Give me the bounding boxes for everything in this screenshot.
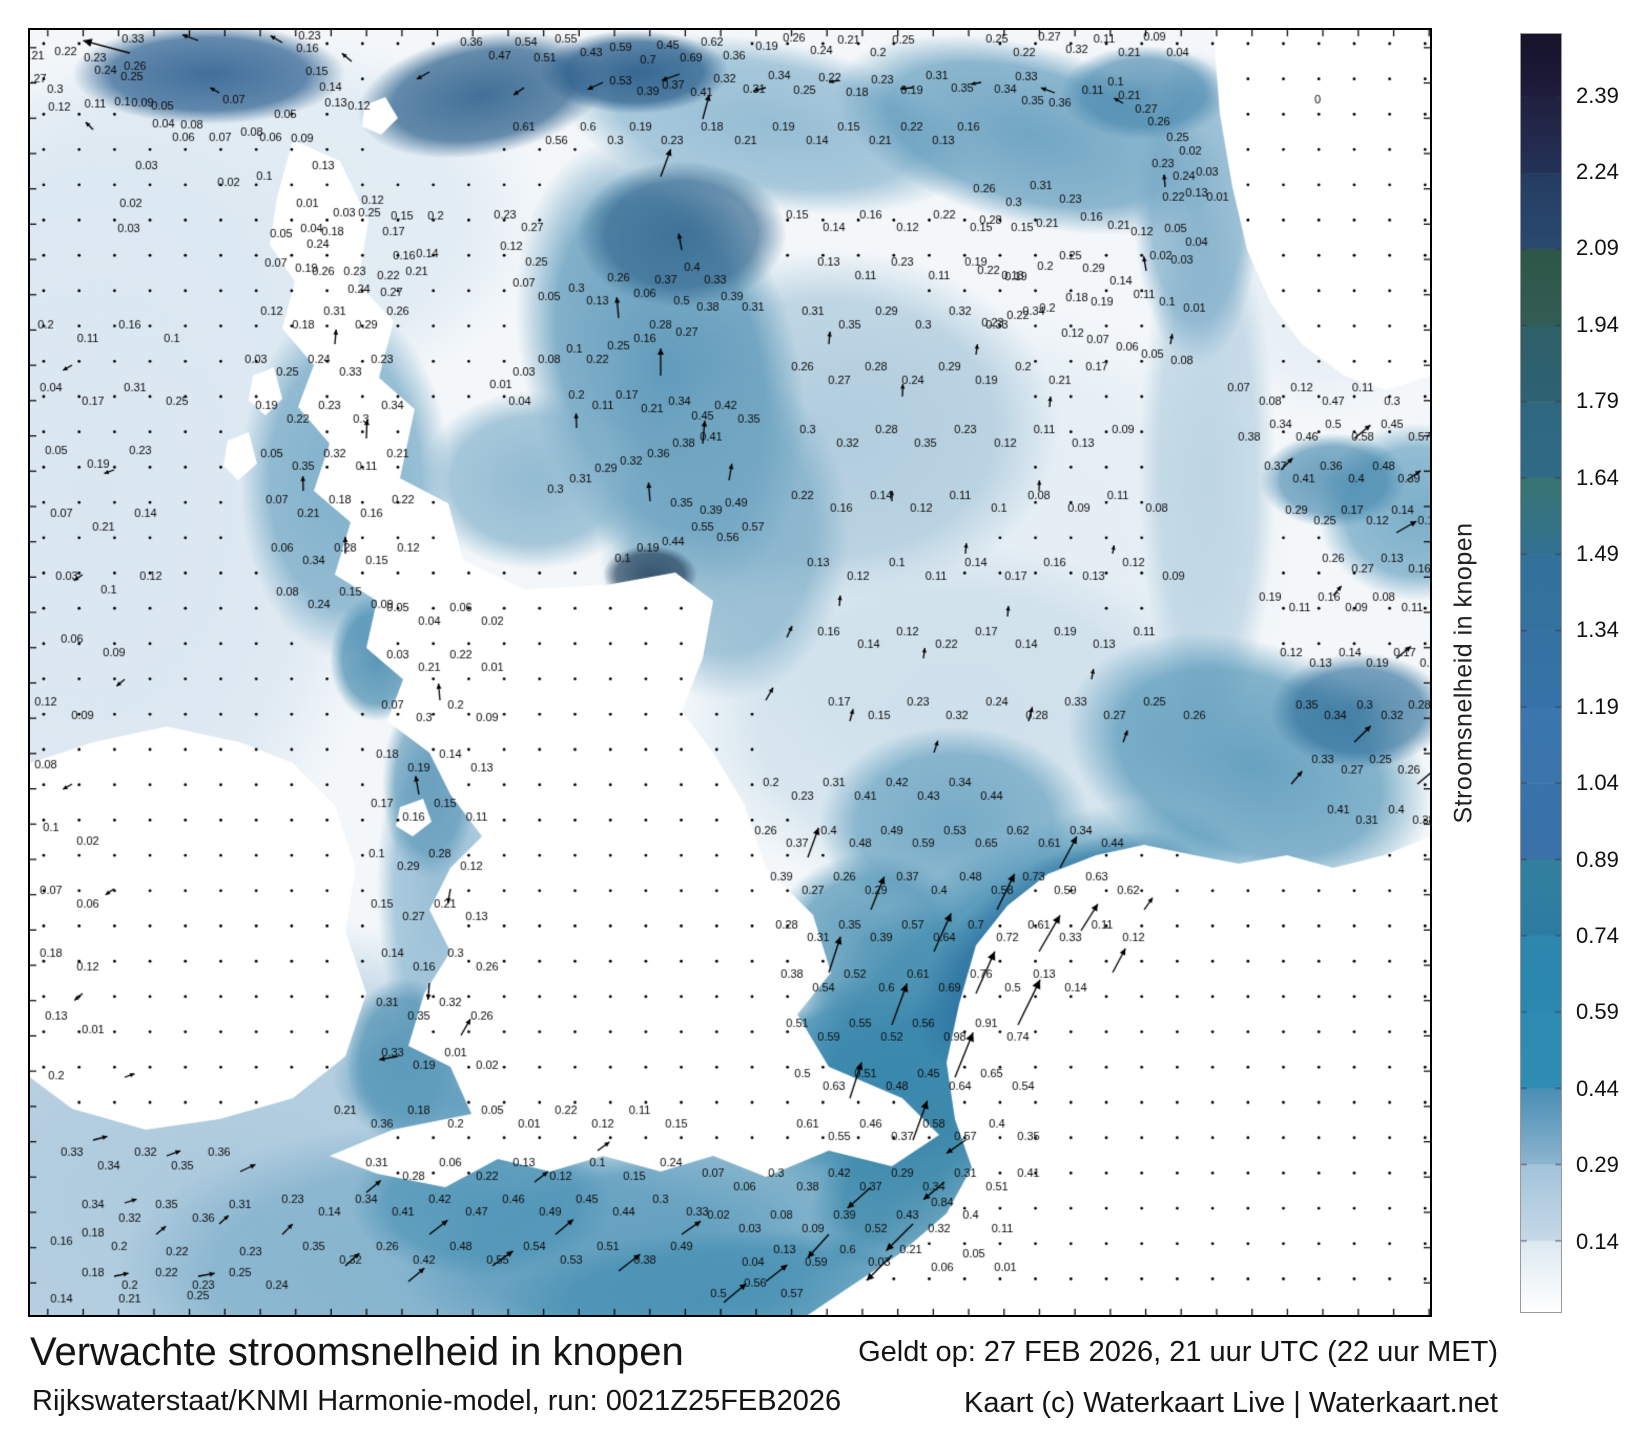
colorbar-tick-label: 1.64 (1576, 464, 1619, 490)
colorbar: 2.39 2.24 2.09 1.94 1.79 1.64 1.49 1.34 1.19 1.04… (1520, 33, 1619, 1313)
colorbar-tick-label: 0.44 (1576, 1075, 1619, 1101)
colorbar-tick-label: 2.09 (1576, 235, 1619, 261)
colorbar-tick-label: 1.19 (1576, 693, 1619, 719)
colorbar-tick-label: 1.94 (1576, 311, 1619, 337)
colorbar-tick-label: 1.79 (1576, 388, 1619, 414)
colorbar-tick-label: 1.49 (1576, 541, 1619, 567)
map-title: Verwachte stroomsnelheid in knopen (30, 1330, 684, 1374)
colorbar-tick-label: 0.29 (1576, 1152, 1619, 1178)
current-speed-map (30, 30, 1430, 1315)
colorbar-tick-label: 0.89 (1576, 846, 1619, 872)
colorbar-tick-label: 0.74 (1576, 923, 1619, 949)
colorbar-tick-label: 0.14 (1576, 1228, 1619, 1254)
copyright-credit: Kaart (c) Waterkaart Live | Waterkaart.n… (964, 1387, 1498, 1419)
colorbar-tick-label: 2.24 (1576, 159, 1619, 185)
colorbar-gradient (1520, 33, 1562, 1313)
colorbar-tick-label: 2.39 (1576, 82, 1619, 108)
colorbar-tick-label: 1.04 (1576, 770, 1619, 796)
colorbar-title: Stroomsnelheid in knopen (1449, 522, 1478, 824)
colorbar-tick-label: 1.34 (1576, 617, 1619, 643)
colorbar-tick-label: 0.59 (1576, 999, 1619, 1025)
model-run-info: Rijkswaterstaat/KNMI Harmonie-model, run… (32, 1385, 842, 1417)
valid-time: Geldt op: 27 FEB 2026, 21 uur UTC (22 uu… (858, 1336, 1498, 1368)
map-frame (28, 28, 1432, 1317)
